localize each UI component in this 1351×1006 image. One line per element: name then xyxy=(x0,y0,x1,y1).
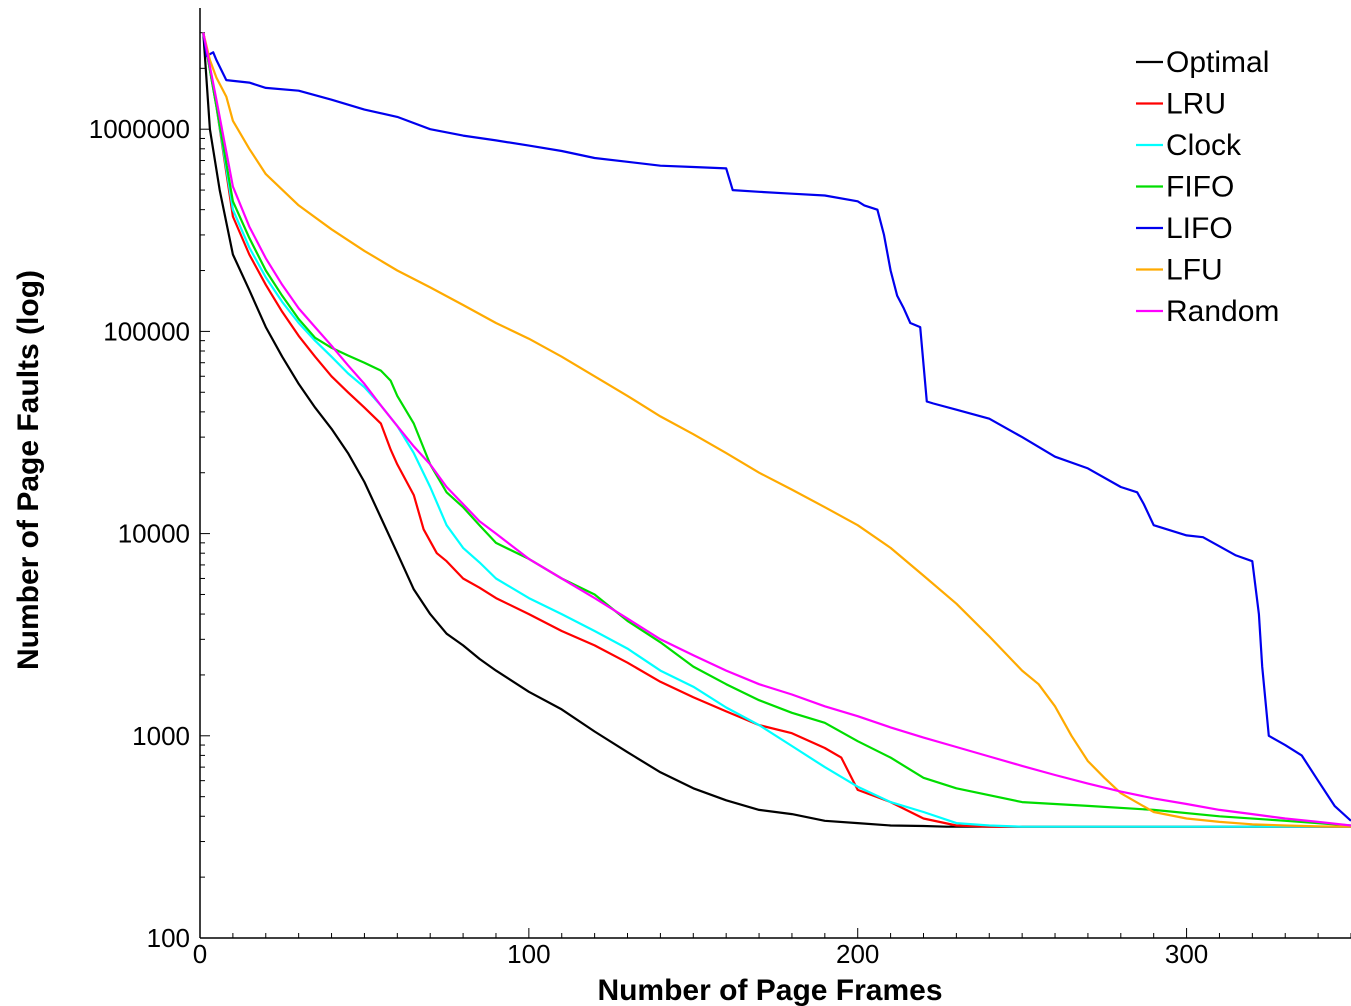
y-tick-label: 100000 xyxy=(103,316,190,346)
legend-label-lfu: LFU xyxy=(1166,254,1223,287)
x-tick-label: 0 xyxy=(193,939,207,969)
y-tick-label: 1000 xyxy=(132,721,190,751)
series-line-clock xyxy=(202,32,1351,828)
y-tick-label: 10000 xyxy=(118,519,190,549)
series-line-lru xyxy=(202,32,1351,828)
x-tick-label: 200 xyxy=(836,939,879,969)
x-tick-label: 300 xyxy=(1165,939,1208,969)
legend: Optimal LRU Clock FIFO LIFO LFU Random xyxy=(1136,46,1279,328)
x-minor-ticks xyxy=(199,928,1351,938)
legend-label-random: Random xyxy=(1166,295,1279,328)
x-tick-label: 100 xyxy=(507,939,550,969)
x-axis-title: Number of Page Frames xyxy=(597,974,942,1006)
y-tick-label: 1000000 xyxy=(89,114,190,144)
legend-label-lru: LRU xyxy=(1166,88,1226,121)
legend-label-fifo: FIFO xyxy=(1166,171,1234,204)
series-line-fifo xyxy=(202,32,1351,827)
y-ticks: 100 1000 10000 100000 1000000 xyxy=(89,114,190,953)
y-axis-title: Number of Page Faults (log) xyxy=(12,270,45,670)
y-minor-ticks xyxy=(200,32,210,939)
legend-label-clock: Clock xyxy=(1166,129,1242,162)
series-line-lifo xyxy=(202,32,1351,822)
legend-label-optimal: Optimal xyxy=(1166,46,1269,79)
x-ticks: 0 100 200 300 xyxy=(193,939,1209,969)
y-tick-label: 100 xyxy=(147,923,190,953)
series-line-random xyxy=(202,32,1351,827)
legend-label-lifo: LIFO xyxy=(1166,212,1233,245)
series-lines xyxy=(202,32,1351,828)
series-line-lfu xyxy=(202,32,1351,828)
